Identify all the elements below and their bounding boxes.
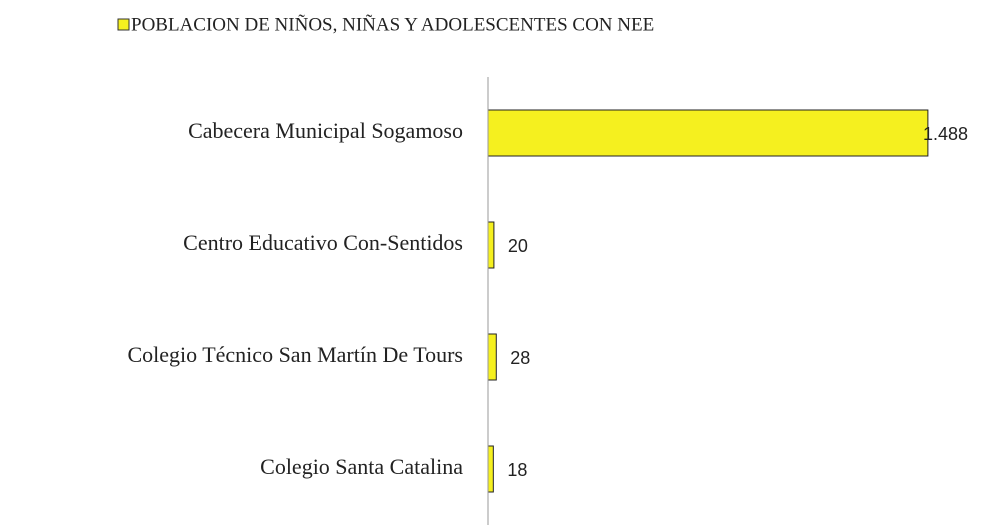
data-label: 20 <box>508 236 528 256</box>
category-label: Centro Educativo Con-Sentidos <box>183 230 463 255</box>
data-label: 1.488 <box>923 124 968 144</box>
legend-label: POBLACION DE NIÑOS, NIÑAS Y ADOLESCENTES… <box>131 13 654 35</box>
legend-swatch <box>117 18 130 31</box>
bar <box>487 445 494 493</box>
category-label: Colegio Santa Catalina <box>260 454 463 479</box>
data-label: 18 <box>507 460 527 480</box>
category-label: Colegio Técnico San Martín De Tours <box>127 342 463 367</box>
bar <box>487 221 495 269</box>
bar <box>487 333 497 381</box>
category-label: Cabecera Municipal Sogamoso <box>188 118 463 143</box>
data-label: 28 <box>510 348 530 368</box>
bar <box>487 109 929 157</box>
